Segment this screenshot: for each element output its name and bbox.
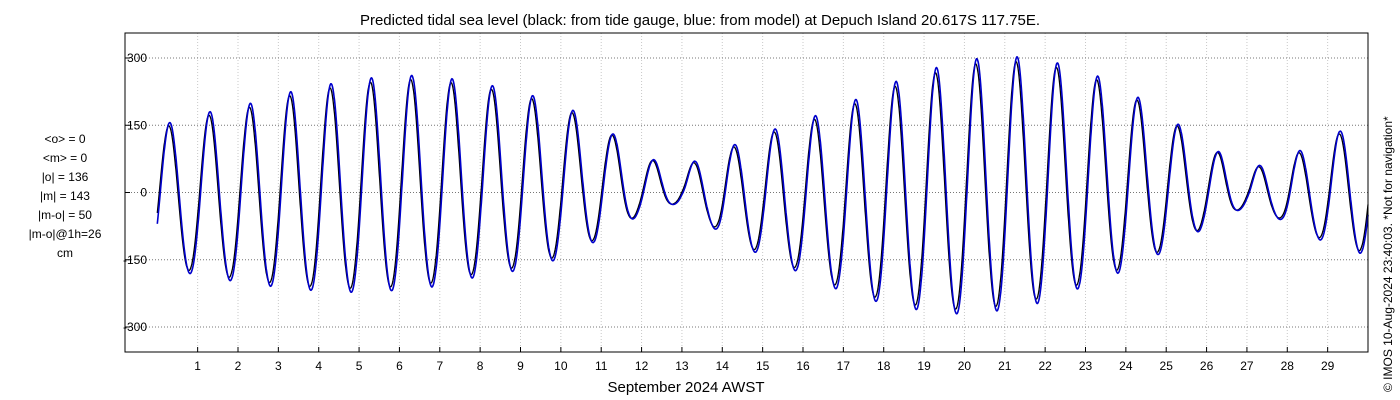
x-tick-label: 27 [1240, 359, 1254, 373]
x-tick-label: 15 [756, 359, 770, 373]
y-tick-label: 150 [127, 118, 147, 132]
x-tick-label: 14 [716, 359, 730, 373]
x-tick-label: 17 [837, 359, 851, 373]
x-tick-label: 23 [1079, 359, 1093, 373]
x-tick-label: 20 [958, 359, 972, 373]
x-tick-label: 1 [194, 359, 201, 373]
x-axis: 1 2 3 4 5 6 7 8 9 10 11 12 13 14 15 16 17 18 19 20 21 22 23 24 2… [194, 347, 1335, 373]
stat-line: |m| = 143 [40, 189, 90, 203]
x-tick-label: 25 [1160, 359, 1174, 373]
x-tick-label: 5 [356, 359, 363, 373]
x-tick-label: 21 [998, 359, 1012, 373]
x-tick-label: 22 [1038, 359, 1052, 373]
x-tick-label: 18 [877, 359, 891, 373]
x-tick-label: 12 [635, 359, 649, 373]
x-tick-label: 13 [675, 359, 689, 373]
x-tick-label: 11 [595, 359, 608, 373]
x-tick-label: 19 [917, 359, 931, 373]
x-tick-label: 2 [235, 359, 242, 373]
x-tick-label: 16 [796, 359, 810, 373]
y-tick-label: 0 [140, 186, 147, 200]
x-tick-label: 4 [315, 359, 322, 373]
chart-title: Predicted tidal sea level (black: from t… [360, 12, 1040, 29]
stat-line: |m-o|@1h=26 [29, 227, 102, 241]
x-tick-label: 7 [436, 359, 443, 373]
series-line-model [156, 55, 1369, 315]
x-tick-label: 26 [1200, 359, 1214, 373]
y-axis: 300 150 0 -150 -300 [123, 51, 147, 334]
y-tick-label: -150 [123, 253, 147, 267]
stat-line: cm [57, 246, 73, 260]
x-tick-label: 29 [1321, 359, 1335, 373]
stat-line: <o> = 0 [44, 132, 85, 146]
stat-line: |o| = 136 [42, 170, 89, 184]
x-tick-label: 3 [275, 359, 282, 373]
x-tick-label: 9 [517, 359, 524, 373]
series-curves [156, 55, 1369, 315]
stats-panel: <o> = 0 <m> = 0 |o| = 136 |m| = 143 |m-o… [29, 132, 102, 260]
x-tick-label: 10 [554, 359, 568, 373]
series-line-gauge [156, 61, 1369, 310]
x-tick-label: 8 [477, 359, 484, 373]
grid [125, 33, 1368, 352]
x-tick-label: 6 [396, 359, 403, 373]
y-tick-label: 300 [127, 51, 147, 65]
copyright-note: © IMOS 10-Aug-2024 23:40:03. *Not for na… [1381, 116, 1395, 392]
stat-line: <m> = 0 [43, 151, 88, 165]
x-tick-label: 24 [1119, 359, 1133, 373]
y-tick-label: -300 [123, 320, 147, 334]
x-tick-label: 28 [1281, 359, 1295, 373]
x-axis-label: September 2024 AWST [607, 379, 764, 396]
stat-line: |m-o| = 50 [38, 208, 92, 222]
